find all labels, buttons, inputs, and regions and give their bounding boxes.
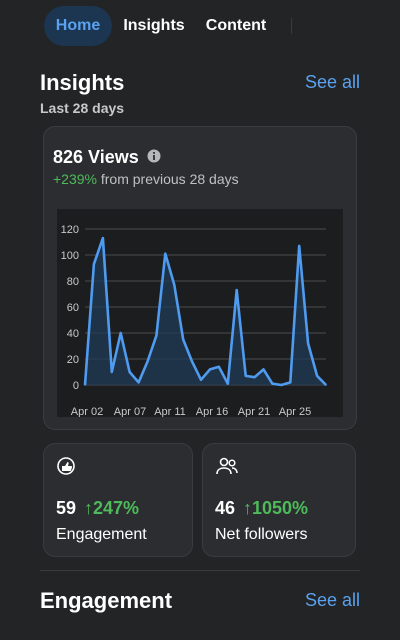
views-delta-text: from previous 28 days <box>96 171 239 187</box>
tab-insights[interactable]: Insights <box>123 17 185 34</box>
data-point <box>316 375 318 377</box>
y-tick-label: 80 <box>67 276 79 288</box>
data-point <box>325 384 327 386</box>
x-tick-label: Apr 02 <box>71 406 103 417</box>
data-point <box>280 384 283 386</box>
info-icon[interactable] <box>147 149 161 168</box>
data-point <box>93 263 95 265</box>
engagement-section-title: Engagement <box>40 588 173 613</box>
data-point <box>271 382 274 385</box>
data-point <box>182 338 184 341</box>
tab-bar: Home Insights Content <box>0 0 400 50</box>
data-point <box>119 332 122 334</box>
tab-home[interactable]: Home <box>44 6 112 46</box>
data-point <box>128 371 131 373</box>
engagement-card[interactable]: 59 ↑247% Engagement <box>43 443 193 557</box>
people-icon <box>215 456 239 481</box>
y-tick-label: 0 <box>73 380 79 392</box>
period-label: Last 28 days <box>40 100 125 116</box>
views-delta-value: +239% <box>53 171 97 187</box>
tab-divider <box>291 18 292 34</box>
data-point <box>244 375 247 377</box>
views-delta: +239% from previous 28 days <box>53 171 239 187</box>
tab-content[interactable]: Content <box>205 17 267 34</box>
data-point <box>102 237 104 239</box>
data-point <box>253 376 256 378</box>
views-chart-svg: 0 20 40 60 80 100 120 Apr 02 Apr 07 Apr 11 Apr 16 A… <box>61 224 327 418</box>
y-tick-label: 120 <box>61 224 79 236</box>
views-count: 826 Views <box>53 147 139 167</box>
series-area <box>85 238 326 385</box>
data-point <box>235 289 238 291</box>
x-tick-label: Apr 11 <box>154 406 186 417</box>
data-point <box>218 366 220 368</box>
engagement-delta: ↑247% <box>84 498 140 518</box>
data-point <box>227 382 229 385</box>
views-chart: 0 20 40 60 80 100 120 Apr 02 Apr 07 Apr 11 Apr 16 A… <box>57 209 343 418</box>
data-point <box>173 284 176 286</box>
net-followers-card[interactable]: 46 ↑1050% Net followers <box>202 443 356 557</box>
data-point <box>289 381 292 384</box>
data-point <box>111 371 113 373</box>
engagement-see-all-link[interactable]: See all <box>304 590 360 610</box>
engagement-label: Engagement <box>56 526 147 543</box>
views-card[interactable]: 826 Views +239% from previous 28 days 0 2… <box>43 126 357 430</box>
y-tick-label: 100 <box>61 250 79 262</box>
section-divider <box>40 570 360 571</box>
data-point <box>209 368 211 371</box>
net-followers-value: 46 <box>215 498 236 518</box>
series-line <box>83 236 327 387</box>
data-point <box>164 252 167 255</box>
x-tick-label: Apr 21 <box>238 406 270 417</box>
thumbs-up-icon <box>56 456 78 481</box>
y-tick-label: 60 <box>67 302 79 314</box>
x-tick-label: Apr 07 <box>114 406 146 417</box>
y-tick-label: 20 <box>67 354 79 366</box>
net-followers-delta: ↑1050% <box>243 498 309 518</box>
data-point <box>298 245 300 247</box>
engagement-value: 59 <box>56 498 77 518</box>
insights-see-all-link[interactable]: See all <box>304 72 360 92</box>
data-point <box>137 381 140 384</box>
data-point <box>200 379 202 381</box>
data-point <box>155 334 158 337</box>
net-followers-label: Net followers <box>215 526 308 543</box>
data-point <box>307 342 309 345</box>
insights-title: Insights <box>40 70 125 95</box>
data-point <box>84 384 86 386</box>
data-point <box>146 360 149 363</box>
x-tick-label: Apr 25 <box>279 406 311 417</box>
y-tick-label: 40 <box>67 328 79 340</box>
data-point <box>262 368 265 371</box>
x-tick-label: Apr 16 <box>196 406 228 417</box>
data-point <box>191 360 193 363</box>
